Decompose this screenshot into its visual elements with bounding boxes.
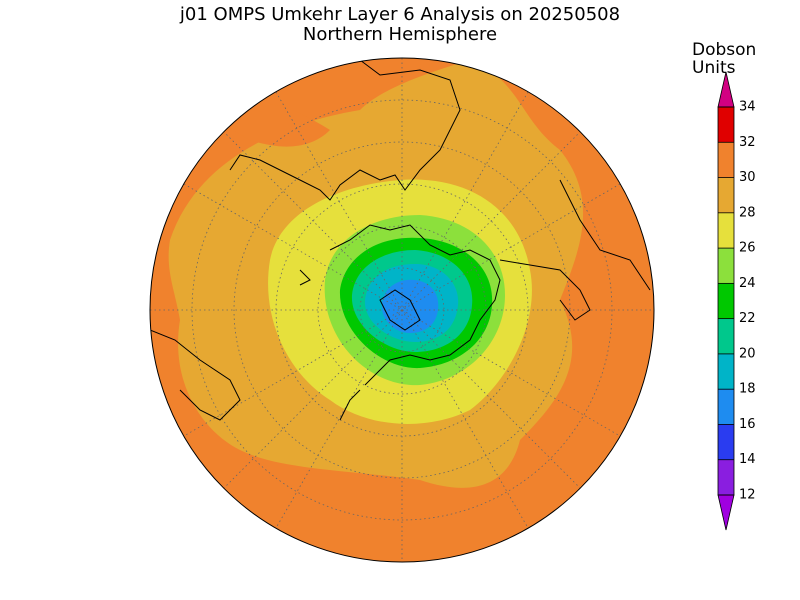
- colorbar: 12 14 16 18 20 22 24 26 28 30 32 34: [717, 71, 756, 531]
- colorbar-label: Dobson: [692, 40, 756, 60]
- colorbar-under: [717, 494, 735, 531]
- colorbar-label: Units: [692, 58, 736, 78]
- colorbar-tick-label: 16: [739, 417, 756, 432]
- ozone-map: [150, 58, 654, 562]
- colorbar-segment: [718, 177, 734, 213]
- colorbar-segment: [718, 424, 734, 460]
- colorbar-tick-label: 26: [739, 241, 756, 256]
- field-30-32-patch: [224, 102, 330, 147]
- graticule: [150, 58, 654, 562]
- map-border: [149, 57, 655, 563]
- colorbar-tick-label: 28: [739, 205, 756, 220]
- coastlines: [150, 59, 651, 421]
- colorbar-segment: [718, 389, 734, 425]
- colorbar-tick-label: 14: [739, 452, 756, 467]
- colorbar-segment: [718, 142, 734, 178]
- colorbar-segment: [718, 283, 734, 319]
- colorbar-tick-label: 32: [739, 135, 756, 150]
- colorbar-segment: [718, 248, 734, 284]
- colorbar-tick-label: 24: [739, 276, 756, 291]
- colorbar-segment: [718, 212, 734, 249]
- subtitle: Northern Hemisphere: [303, 24, 497, 45]
- colorbar-segment: [718, 107, 734, 143]
- colorbar-segment: [718, 353, 734, 390]
- colorbar-segment: [718, 459, 734, 495]
- colorbar-tick-label: 22: [739, 311, 756, 326]
- colorbar-tick-label: 12: [739, 488, 756, 503]
- colorbar-tick-label: 30: [739, 170, 756, 185]
- colorbar-tick-label: 20: [739, 346, 756, 361]
- colorbar-segment: [718, 318, 734, 354]
- field-16-18: [381, 279, 439, 333]
- title: j01 OMPS Umkehr Layer 6 Analysis on 2025…: [179, 4, 620, 25]
- colorbar-tick-label: 18: [739, 382, 756, 397]
- colorbar-tick-label: 34: [739, 100, 756, 115]
